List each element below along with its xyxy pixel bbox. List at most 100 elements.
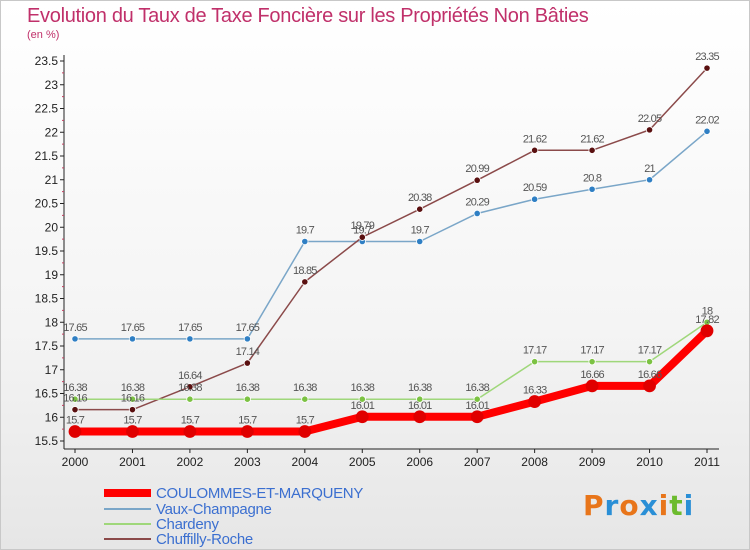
data-point (186, 395, 194, 403)
data-point (301, 395, 309, 403)
data-label: 15.7 (66, 415, 85, 427)
x-tick-label: 2010 (636, 455, 663, 469)
proxiti-logo: Proxiti (583, 489, 694, 522)
data-label: 18.85 (293, 265, 317, 277)
data-point (355, 410, 369, 424)
data-label: 16.64 (178, 370, 202, 382)
legend-entry: COULOMMES-ET-MARQUENY (156, 485, 363, 502)
data-point (68, 425, 82, 438)
data-point (645, 126, 654, 134)
y-tick-label: 23.5 (35, 54, 59, 68)
x-tick-label: 2003 (234, 455, 261, 469)
data-label: 21.62 (580, 133, 604, 145)
y-tick-label: 15.5 (35, 434, 59, 448)
y-tick-label: 23 (45, 78, 59, 92)
data-label: 16.66 (638, 369, 662, 381)
data-point (186, 383, 194, 391)
y-tick-label: 20.5 (35, 197, 59, 211)
data-label: 15.7 (123, 415, 142, 427)
data-label: 15.7 (181, 415, 200, 427)
data-label: 20.8 (583, 172, 602, 184)
x-tick-label: 2002 (177, 455, 204, 469)
logo-letter: i (658, 489, 670, 522)
data-label: 17.17 (523, 345, 547, 357)
data-label: 16.33 (523, 385, 547, 397)
data-point (298, 425, 312, 438)
data-point (358, 233, 366, 241)
chart-title: Evolution du Taux de Taxe Foncière sur l… (27, 5, 589, 27)
data-point (126, 425, 139, 438)
x-tick-label: 2011 (694, 455, 720, 469)
data-point (585, 379, 599, 393)
y-tick-label: 22 (45, 125, 59, 139)
data-label: 21.62 (523, 133, 547, 145)
data-point (416, 237, 424, 246)
data-label: 16.66 (580, 369, 604, 381)
data-label: 20.38 (408, 192, 432, 204)
data-label: 22.02 (695, 114, 719, 126)
data-point (413, 410, 427, 424)
data-point (71, 335, 79, 343)
x-tick-label: 2004 (291, 455, 318, 469)
data-point (703, 64, 711, 72)
y-tick-label: 17 (45, 363, 59, 377)
data-label: 16.01 (351, 400, 375, 412)
series-line-2 (74, 321, 708, 400)
data-point (128, 335, 137, 343)
data-label: 17.65 (121, 322, 145, 334)
y-tick-label: 19.5 (35, 244, 59, 258)
data-point (473, 209, 481, 218)
data-label: 17.17 (580, 345, 604, 357)
data-label: 17.17 (638, 345, 662, 357)
data-label: 23.35 (695, 51, 719, 63)
data-point (703, 127, 711, 135)
logo-letter: o (619, 489, 640, 522)
data-label: 16.38 (293, 382, 317, 394)
x-tick-label: 2001 (119, 455, 146, 469)
series-line-0 (71, 326, 711, 436)
data-point (128, 395, 137, 403)
data-point (588, 358, 596, 366)
data-label: 16.38 (63, 382, 87, 394)
series-line-1 (74, 130, 708, 340)
y-tick-label: 19 (45, 268, 59, 282)
data-label: 21 (644, 163, 655, 175)
data-point (240, 425, 254, 438)
data-label: 20.29 (465, 196, 489, 208)
data-label: 17.14 (236, 346, 260, 358)
unit-label: (en %) (27, 29, 60, 41)
data-point (645, 176, 654, 184)
data-label: 19.7 (411, 225, 430, 237)
data-point (71, 406, 79, 414)
data-label: 20.59 (523, 182, 547, 194)
y-tick-label: 18 (45, 315, 59, 329)
data-point (473, 176, 481, 184)
data-label: 20.99 (465, 163, 489, 175)
y-tick-label: 21.5 (35, 149, 59, 163)
data-label: 19.79 (351, 220, 375, 232)
data-point (301, 278, 309, 286)
data-label: 17.65 (63, 322, 87, 334)
data-label: 15.7 (238, 415, 257, 427)
data-point (531, 358, 539, 366)
data-point (416, 395, 424, 403)
data-label: 17.65 (178, 322, 202, 334)
data-point (128, 406, 137, 414)
data-point (588, 185, 596, 193)
x-tick-label: 2009 (579, 455, 606, 469)
logo-letter: x (639, 489, 659, 522)
data-label: 22.05 (638, 113, 662, 125)
data-label: 15.7 (296, 415, 315, 427)
logo-letter: P (583, 489, 605, 522)
legend-entry: Chardeny (156, 516, 219, 533)
data-label: 18 (702, 305, 713, 317)
data-label: 16.38 (178, 382, 202, 394)
data-point (470, 410, 484, 424)
data-point (588, 146, 596, 154)
data-point (416, 205, 424, 213)
x-tick-label: 2006 (406, 455, 433, 469)
data-label: 16.38 (465, 382, 489, 394)
x-tick-label: 2008 (521, 455, 548, 469)
x-tick-label: 2005 (349, 455, 376, 469)
